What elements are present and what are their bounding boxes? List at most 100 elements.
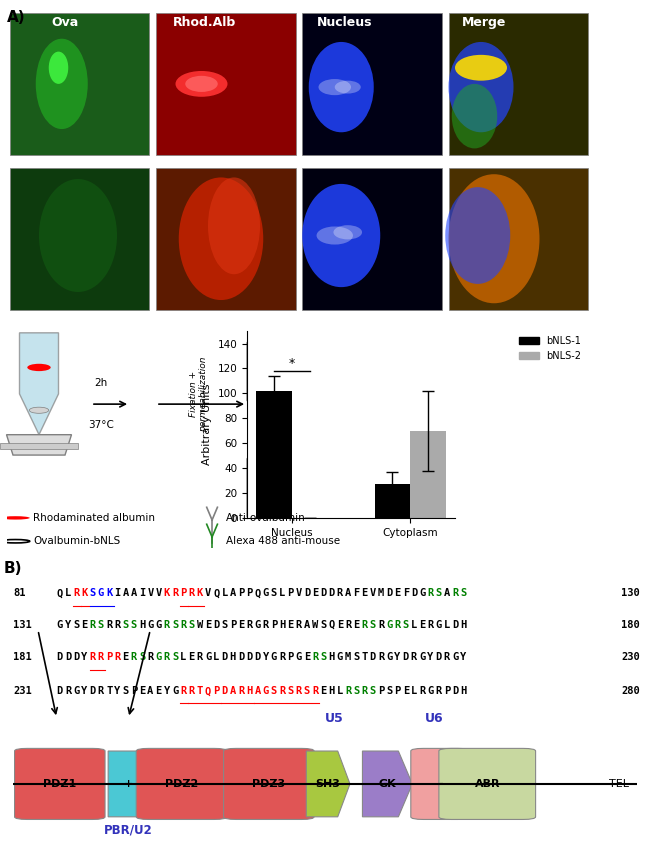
Text: A: A <box>345 588 351 599</box>
Text: P: P <box>213 686 220 696</box>
Text: L: L <box>279 588 285 599</box>
Text: 181: 181 <box>13 652 32 662</box>
Text: R: R <box>114 620 121 630</box>
Text: D: D <box>57 652 63 662</box>
Text: 280: 280 <box>621 686 640 696</box>
Text: V: V <box>296 588 302 599</box>
Text: 131: 131 <box>13 620 32 630</box>
Text: Q: Q <box>254 588 261 599</box>
Text: R: R <box>188 686 195 696</box>
Circle shape <box>273 497 306 507</box>
Text: A: A <box>444 588 450 599</box>
Text: Q: Q <box>57 588 63 599</box>
Text: R: R <box>436 686 442 696</box>
Text: R: R <box>90 620 96 630</box>
Text: L: L <box>213 652 220 662</box>
Text: A): A) <box>6 9 25 25</box>
Ellipse shape <box>39 179 117 292</box>
Text: S: S <box>370 620 376 630</box>
Text: R: R <box>98 652 104 662</box>
Text: D: D <box>386 588 393 599</box>
Text: H: H <box>246 686 252 696</box>
Text: E: E <box>353 620 359 630</box>
Circle shape <box>27 363 51 371</box>
Text: 37°C: 37°C <box>88 420 114 430</box>
Text: E: E <box>81 620 88 630</box>
Text: V: V <box>370 588 376 599</box>
Text: I: I <box>139 588 146 599</box>
Text: L: L <box>444 620 450 630</box>
Text: S: S <box>460 588 467 599</box>
Text: Y: Y <box>427 652 434 662</box>
Text: R: R <box>361 620 368 630</box>
Text: P: P <box>287 588 294 599</box>
Text: Y: Y <box>114 686 121 696</box>
Text: 2h: 2h <box>94 378 107 388</box>
Text: R: R <box>361 686 368 696</box>
Text: P: P <box>287 652 294 662</box>
FancyBboxPatch shape <box>439 749 536 819</box>
Text: P: P <box>131 686 137 696</box>
Text: D: D <box>90 686 96 696</box>
Text: D: D <box>436 652 442 662</box>
Text: G: G <box>155 620 162 630</box>
Text: R: R <box>180 686 187 696</box>
Text: I: I <box>114 588 121 599</box>
FancyBboxPatch shape <box>14 749 105 819</box>
Text: D: D <box>222 652 227 662</box>
Text: D: D <box>452 686 458 696</box>
Text: 180: 180 <box>621 620 640 630</box>
Text: E: E <box>155 686 162 696</box>
Text: V: V <box>155 588 162 599</box>
Text: 230: 230 <box>621 652 640 662</box>
Text: R: R <box>238 686 244 696</box>
Ellipse shape <box>452 84 497 149</box>
Text: D: D <box>213 620 220 630</box>
Text: H: H <box>328 686 335 696</box>
Bar <box>374 484 410 518</box>
Text: R: R <box>65 686 71 696</box>
Text: D: D <box>402 652 409 662</box>
Text: S: S <box>304 686 310 696</box>
Text: D: D <box>65 652 71 662</box>
Text: K: K <box>164 588 170 599</box>
Text: R: R <box>345 686 351 696</box>
Text: R: R <box>427 588 434 599</box>
Text: R: R <box>131 652 137 662</box>
Text: F: F <box>402 588 409 599</box>
Text: G: G <box>263 588 269 599</box>
Bar <box>302 168 442 310</box>
Text: S: S <box>123 686 129 696</box>
Text: +: + <box>124 779 133 789</box>
Text: A: A <box>304 620 310 630</box>
FancyBboxPatch shape <box>411 749 470 819</box>
Text: H: H <box>328 652 335 662</box>
Text: G: G <box>427 686 434 696</box>
Text: P: P <box>246 588 252 599</box>
Text: P: P <box>271 620 277 630</box>
Text: A: A <box>229 686 236 696</box>
Text: PDZ1: PDZ1 <box>43 779 77 789</box>
Text: S: S <box>139 652 146 662</box>
Text: SH3: SH3 <box>316 779 341 789</box>
Text: E: E <box>238 620 244 630</box>
Polygon shape <box>363 751 412 817</box>
Circle shape <box>283 368 309 375</box>
Bar <box>448 168 588 310</box>
Text: E: E <box>312 588 318 599</box>
Text: *: * <box>289 357 295 370</box>
Text: G: G <box>155 652 162 662</box>
Text: Non-functional NLS: Non-functional NLS <box>262 449 362 459</box>
Text: G: G <box>386 620 393 630</box>
Text: G: G <box>386 652 393 662</box>
Text: R: R <box>296 620 302 630</box>
Text: E: E <box>320 686 326 696</box>
Text: E: E <box>287 620 294 630</box>
Text: ABR: ABR <box>474 779 500 789</box>
Text: R: R <box>197 652 203 662</box>
Text: G: G <box>205 652 211 662</box>
Text: R: R <box>444 652 450 662</box>
Text: S: S <box>353 652 359 662</box>
Text: D: D <box>370 652 376 662</box>
Polygon shape <box>306 751 350 817</box>
